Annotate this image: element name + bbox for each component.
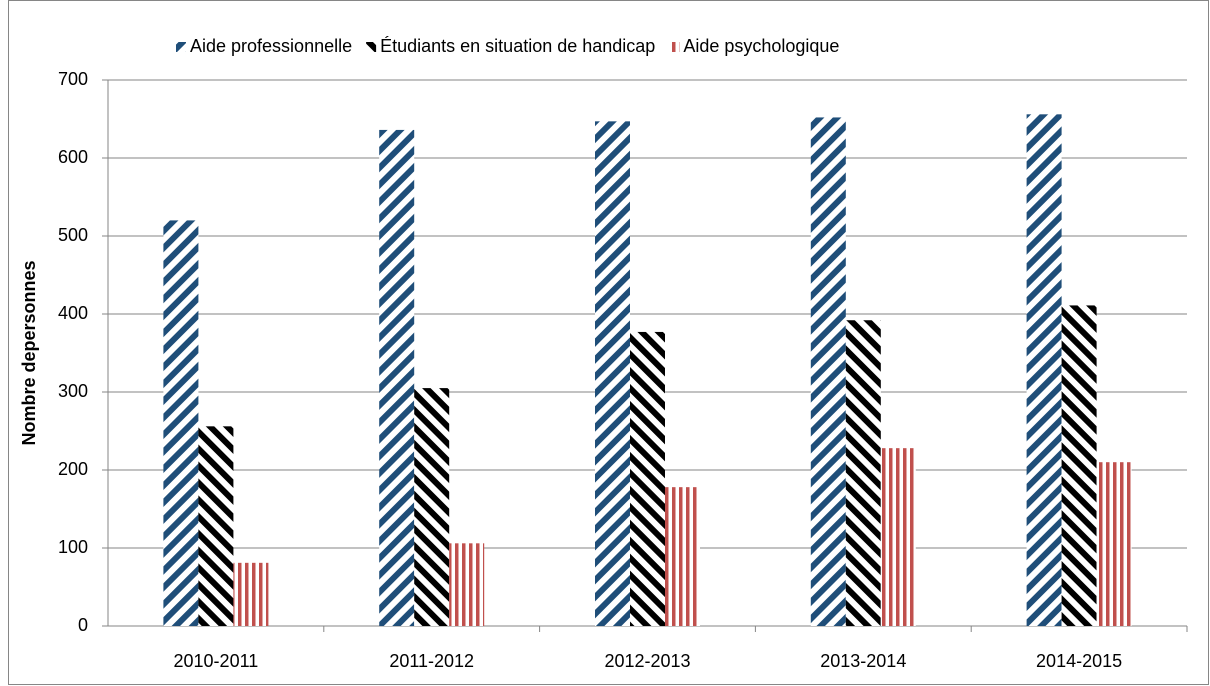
legend-label: Étudiants en situation de handicap	[380, 36, 655, 56]
bar	[414, 388, 450, 626]
bar	[1061, 305, 1097, 626]
x-tick-label: 2010-2011	[174, 651, 259, 671]
bar	[595, 121, 630, 626]
bar	[845, 320, 881, 626]
x-tick-label: 2011-2012	[389, 651, 474, 671]
bar	[449, 543, 485, 626]
bar	[1026, 114, 1062, 626]
bar	[810, 117, 846, 626]
y-tick-label: 200	[58, 459, 88, 479]
y-tick-label: 0	[78, 615, 88, 635]
y-tick-label: 600	[58, 147, 88, 167]
bar	[665, 487, 700, 626]
x-tick-label: 2012-2013	[604, 651, 690, 671]
legend-label: Aide professionnelle	[190, 36, 352, 56]
legend-swatch	[176, 42, 186, 52]
x-tick-label: 2014-2015	[1036, 651, 1122, 671]
bar	[163, 220, 199, 626]
legend-label: Aide psychologique	[683, 36, 839, 56]
y-tick-label: 500	[58, 225, 88, 245]
y-tick-label: 100	[58, 537, 88, 557]
bar	[630, 331, 665, 626]
bar	[233, 562, 269, 626]
bar	[880, 448, 916, 626]
x-tick-label: 2013-2014	[820, 651, 906, 671]
bar	[379, 129, 415, 627]
legend-swatch	[366, 42, 377, 52]
bar	[198, 426, 234, 626]
y-tick-label: 300	[58, 381, 88, 401]
bar	[1096, 462, 1132, 626]
y-tick-label: 700	[58, 69, 88, 89]
y-axis-label: Nombre depersonnes	[19, 260, 39, 445]
legend-swatch	[669, 42, 680, 52]
y-tick-label: 400	[58, 303, 88, 323]
chart-frame	[8, 0, 1209, 685]
